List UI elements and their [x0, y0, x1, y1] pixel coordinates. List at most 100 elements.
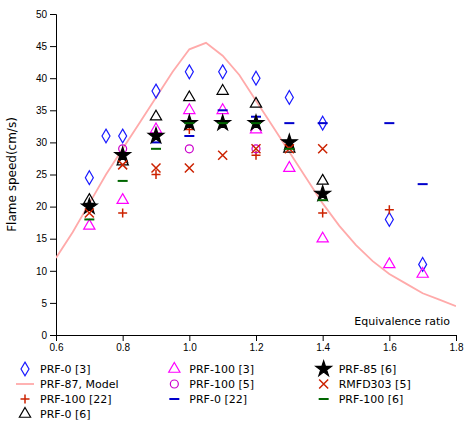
- x-tick: 1.2: [250, 335, 264, 353]
- y-tick-label: 25: [36, 169, 48, 180]
- point: [251, 122, 261, 124]
- point-series: [118, 119, 394, 218]
- legend-item: PRF-0 [6]: [19, 407, 90, 420]
- point-series: [84, 123, 327, 219]
- legend-label: PRF-100 [3]: [189, 363, 254, 376]
- point: [82, 198, 98, 213]
- legend-item: PRF-0 [22]: [169, 393, 247, 406]
- x-tick-label: 0.8: [116, 342, 130, 353]
- y-tick-mark: [50, 46, 56, 47]
- x-tick: 1.8: [450, 335, 464, 353]
- y-axis-line: [50, 15, 57, 336]
- point: [118, 209, 127, 218]
- x-tick-label: 0.6: [50, 342, 64, 353]
- point: [384, 122, 394, 124]
- y-tick-mark: [50, 207, 56, 208]
- point: [252, 144, 261, 153]
- y-tick-label: 35: [36, 105, 48, 116]
- legend-label: PRF-100 [6]: [339, 393, 404, 406]
- legend-item: PRF-100 [6]: [319, 393, 404, 406]
- legend-swatch: [21, 362, 29, 376]
- legend-item: PRF-0 [3]: [21, 362, 91, 376]
- y-tick-label: 10: [36, 266, 48, 277]
- legend-item: PRF-87, Model: [16, 378, 119, 391]
- point: [85, 209, 94, 218]
- point: [282, 134, 298, 149]
- x-tick-mark: [123, 335, 124, 341]
- legend-swatch: [170, 380, 178, 388]
- y-tick-mark: [50, 142, 56, 143]
- point: [252, 71, 260, 85]
- point: [184, 91, 195, 101]
- point: [185, 65, 193, 79]
- point: [248, 115, 264, 130]
- point: [185, 164, 194, 173]
- x-tick: 0.8: [116, 335, 130, 353]
- y-tick: 20: [36, 201, 56, 212]
- point: [115, 147, 131, 162]
- point: [148, 128, 164, 143]
- x-tick-mark: [323, 335, 324, 341]
- x-tick: 0.6: [50, 335, 64, 353]
- legend-item: PRF-85 [6]: [316, 361, 396, 376]
- point: [285, 144, 294, 153]
- point: [219, 65, 227, 79]
- point-series: [119, 145, 260, 153]
- point: [417, 268, 428, 278]
- x-tick-mark: [389, 335, 390, 341]
- y-tick-mark: [50, 303, 56, 304]
- y-tick-label: 45: [36, 41, 48, 52]
- point: [250, 97, 261, 107]
- y-tick: 0: [41, 330, 56, 341]
- data-layer: [56, 43, 456, 306]
- point: [184, 122, 194, 124]
- point: [285, 91, 293, 105]
- x-tick-label: 1.2: [250, 342, 264, 353]
- point: [418, 183, 428, 185]
- point: [217, 85, 228, 95]
- point-series: [84, 85, 329, 204]
- point: [284, 162, 295, 172]
- y-tick: 10: [36, 266, 56, 277]
- legend-swatch: [169, 362, 180, 372]
- x-tick-label: 1.4: [316, 342, 330, 353]
- point: [252, 145, 260, 153]
- legend-swatch: [169, 398, 179, 400]
- legend-swatch: [319, 380, 328, 389]
- y-tick: 35: [36, 105, 56, 116]
- x-axis-label: Equivalence ratio: [354, 315, 450, 328]
- point: [118, 180, 128, 182]
- point: [384, 258, 395, 268]
- legend-item: PRF-100 [3]: [169, 362, 254, 375]
- point-series: [85, 65, 426, 271]
- legend-swatch: [19, 407, 30, 417]
- point: [217, 104, 228, 114]
- legend-swatch: [316, 361, 332, 376]
- y-tick: 45: [36, 41, 56, 52]
- point-series: [82, 115, 331, 213]
- legend-item: PRF-100 [5]: [170, 378, 254, 391]
- y-tick-mark: [50, 335, 56, 336]
- y-tick-label: 0: [41, 330, 47, 341]
- point-series: [85, 144, 327, 217]
- point: [84, 219, 95, 229]
- point: [84, 218, 94, 220]
- y-tick-mark: [50, 271, 56, 272]
- point: [118, 160, 127, 169]
- plot-area: 0.60.81.01.21.41.61.80510152025303540455…: [36, 9, 464, 353]
- point: [85, 171, 93, 185]
- x-axis-line: [57, 336, 457, 342]
- y-tick: 5: [41, 298, 56, 309]
- y-tick-label: 5: [41, 298, 47, 309]
- point: [151, 148, 161, 150]
- y-tick-mark: [50, 175, 56, 176]
- point: [102, 129, 110, 143]
- point: [317, 232, 328, 242]
- point: [152, 164, 161, 173]
- point: [119, 129, 127, 143]
- point: [419, 257, 427, 271]
- point: [315, 186, 331, 201]
- x-tick-mark: [456, 335, 457, 341]
- point: [385, 205, 394, 214]
- x-axis: 0.60.81.01.21.41.61.8: [50, 335, 464, 353]
